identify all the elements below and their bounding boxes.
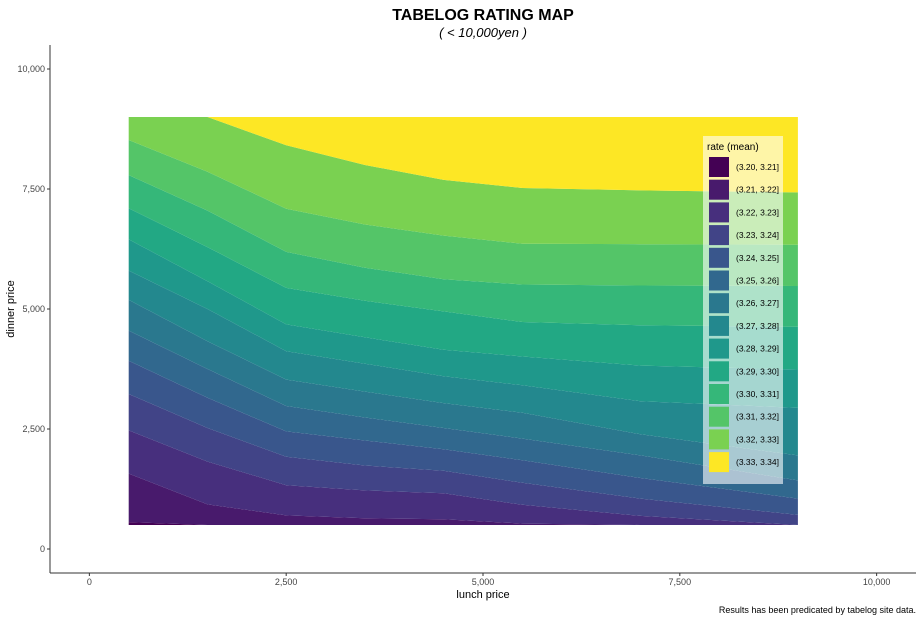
legend-label: (3.30, 3.31]	[736, 389, 779, 399]
legend-swatch	[709, 361, 729, 382]
contour-band	[128, 175, 798, 327]
legend-swatch	[709, 406, 729, 427]
legend-swatch	[709, 247, 729, 268]
contour-bands	[128, 117, 798, 525]
y-tick-label: 10,000	[17, 64, 45, 74]
chart-subtitle: ( < 10,000yen )	[439, 25, 527, 40]
chart-caption: Results has been predicated by tabelog s…	[719, 605, 916, 615]
legend-label: (3.32, 3.33]	[736, 434, 779, 444]
x-axis-ticks: 0 2,500 5,000 7,500 10,000	[87, 573, 891, 587]
legend-label: (3.25, 3.26]	[736, 276, 779, 286]
legend-swatch	[709, 179, 729, 200]
legend-label: (3.23, 3.24]	[736, 230, 779, 240]
legend-swatch	[709, 293, 729, 314]
legend-title: rate (mean)	[707, 142, 759, 153]
x-tick-label: 2,500	[275, 577, 298, 587]
legend-swatch	[709, 384, 729, 404]
y-tick-label: 5,000	[22, 304, 45, 314]
y-tick-label: 0	[40, 544, 45, 554]
y-tick-label: 2,500	[22, 424, 45, 434]
contour-band	[128, 270, 798, 456]
legend-label: (3.28, 3.29]	[736, 344, 779, 354]
contour-band	[128, 473, 798, 525]
contour-band	[128, 330, 798, 499]
contour-band	[128, 522, 798, 525]
legend-swatch	[709, 429, 729, 450]
legend-swatch	[709, 157, 729, 177]
legend-label: (3.24, 3.25]	[736, 253, 779, 263]
legend: rate (mean) (3.20, 3.21](3.21, 3.22](3.2…	[703, 136, 783, 484]
contour-band	[128, 117, 798, 193]
legend-swatch	[709, 202, 729, 223]
legend-swatch	[709, 315, 729, 336]
contour-band	[128, 360, 798, 515]
legend-label: (3.33, 3.34]	[736, 457, 779, 467]
legend-label: (3.22, 3.23]	[736, 207, 779, 217]
y-axis-title: dinner price	[5, 280, 17, 337]
legend-label: (3.21, 3.22]	[736, 185, 779, 195]
contour-band	[128, 208, 798, 370]
legend-swatch	[709, 270, 729, 291]
contour-band	[128, 394, 798, 525]
legend-swatch	[709, 452, 729, 473]
y-axis-ticks: 0 2,500 5,000 7,500 10,000	[17, 64, 50, 554]
legend-swatch	[709, 225, 729, 246]
legend-items: (3.20, 3.21] (3.21, 3.22] (3.22, 3.23] (3.2…	[709, 157, 779, 473]
x-tick-label: 7,500	[669, 577, 692, 587]
contour-band	[128, 117, 798, 245]
x-axis-title: lunch price	[456, 589, 509, 601]
legend-label: (3.20, 3.21]	[736, 162, 779, 172]
chart-title: TABELOG RATING MAP	[392, 7, 574, 24]
contour-band	[128, 239, 798, 408]
y-tick-label: 7,500	[22, 184, 45, 194]
legend-label: (3.27, 3.28]	[736, 321, 779, 331]
x-tick-label: 5,000	[472, 577, 495, 587]
x-tick-label: 0	[87, 577, 92, 587]
contour-band	[128, 430, 798, 525]
contour-band	[128, 299, 798, 481]
contour-band	[128, 140, 798, 286]
legend-label: (3.29, 3.30]	[736, 366, 779, 376]
legend-label: (3.31, 3.32]	[736, 412, 779, 422]
legend-label: (3.26, 3.27]	[736, 298, 779, 308]
legend-swatch	[709, 338, 729, 359]
x-tick-label: 10,000	[863, 577, 891, 587]
